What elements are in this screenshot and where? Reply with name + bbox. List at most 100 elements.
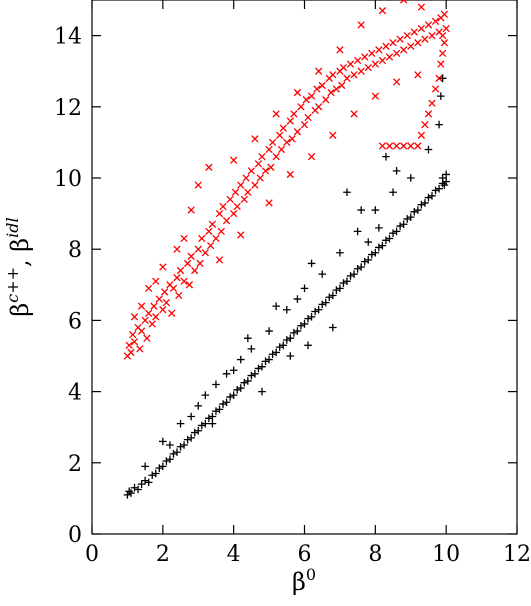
black-plus-point	[399, 220, 408, 229]
black-plus-point	[307, 259, 316, 268]
y-tick-label: 12	[54, 96, 82, 121]
black-plus-point	[325, 293, 334, 302]
black-plus-point	[244, 377, 252, 385]
tick-labels: 0 2 4 6 8 10 12 0 2 4 6 8 10 12 14	[54, 25, 531, 567]
red-x-point	[300, 120, 309, 129]
red-x-point	[400, 142, 408, 150]
red-x-point	[357, 67, 365, 75]
red-x-point	[251, 135, 259, 143]
red-x-point	[329, 131, 337, 139]
red-x-point	[371, 92, 379, 100]
red-x-point	[361, 53, 369, 61]
black-plus-point	[428, 192, 436, 200]
red-x-point	[169, 284, 178, 293]
black-plus-point	[219, 400, 227, 408]
red-x-point	[431, 85, 440, 93]
black-plus-point	[353, 264, 362, 273]
red-x-point	[272, 110, 280, 118]
red-x-point	[272, 152, 280, 161]
black-plus-point	[272, 348, 280, 357]
red-x-point	[276, 131, 284, 139]
x-tick-label: 12	[503, 542, 531, 567]
black-plus-point	[293, 327, 302, 335]
black-plus-point	[293, 295, 302, 303]
black-plus-point	[371, 206, 380, 214]
red-x-point	[237, 181, 245, 189]
red-x-point	[212, 234, 220, 243]
red-x-point	[353, 56, 362, 65]
black-plus-point	[205, 414, 213, 423]
red-x-point	[392, 49, 401, 58]
black-plus-point	[183, 435, 192, 444]
black-plus-point	[258, 387, 266, 396]
black-plus-point	[406, 213, 415, 221]
red-x-point	[205, 227, 213, 236]
red-x-point	[338, 81, 346, 90]
red-x-point	[265, 145, 273, 154]
red-x-point	[194, 245, 202, 253]
black-plus-point	[190, 428, 199, 437]
black-plus-point	[343, 188, 351, 197]
black-plus-point	[339, 279, 348, 287]
red-x-point	[424, 110, 433, 118]
black-plus-point	[144, 478, 153, 487]
black-plus-point	[279, 341, 288, 350]
red-x-point	[437, 60, 445, 68]
red-x-point	[288, 135, 296, 143]
y-tick-label: 10	[54, 167, 82, 192]
red-x-point	[230, 209, 238, 218]
black-plus-point	[437, 92, 445, 100]
red-x-point	[304, 113, 312, 122]
black-plus-point	[173, 448, 181, 456]
red-x-point	[403, 31, 411, 40]
black-plus-point	[389, 188, 397, 197]
red-x-point	[237, 231, 245, 239]
red-x-point	[233, 202, 241, 211]
black-plus-point	[141, 462, 149, 471]
red-x-point	[307, 92, 316, 100]
data-points	[123, 0, 450, 499]
red-x-point	[137, 327, 146, 335]
red-x-point	[152, 313, 160, 321]
red-x-point	[265, 199, 273, 207]
red-x-point	[293, 128, 302, 136]
black-plus-point	[261, 357, 270, 366]
red-x-point	[438, 31, 447, 40]
red-x-point	[173, 245, 181, 253]
black-plus-point	[166, 441, 174, 449]
black-plus-point	[350, 270, 358, 278]
red-x-point	[130, 313, 139, 321]
red-x-point	[421, 120, 429, 129]
red-x-point	[414, 71, 422, 79]
red-x-point	[302, 96, 310, 104]
red-x-point	[414, 142, 422, 150]
black-plus-point	[396, 222, 404, 230]
red-x-point	[247, 167, 256, 175]
black-plus-point	[208, 412, 217, 421]
red-x-point	[371, 60, 379, 68]
black-plus-point	[127, 489, 135, 497]
black-plus-point	[406, 174, 415, 182]
black-plus-point	[236, 384, 245, 392]
plot-frame	[91, 0, 518, 535]
red-x-point	[201, 249, 209, 257]
red-x-point	[327, 88, 335, 97]
black-plus-point	[130, 483, 139, 492]
red-x-point	[400, 46, 408, 54]
red-x-point	[231, 188, 240, 196]
red-x-point	[392, 78, 401, 86]
red-x-point	[318, 81, 326, 90]
red-x-point	[417, 3, 426, 11]
red-x-point	[145, 309, 153, 317]
black-plus-point	[176, 419, 185, 428]
red-x-point	[421, 35, 429, 43]
black-plus-point	[229, 391, 238, 399]
red-x-point	[187, 252, 195, 260]
red-x-point	[414, 39, 422, 47]
black-plus-point	[336, 284, 344, 293]
black-plus-point	[417, 200, 426, 209]
red-x-point	[378, 56, 387, 65]
black-plus-point	[272, 302, 280, 310]
red-x-point	[251, 181, 259, 189]
